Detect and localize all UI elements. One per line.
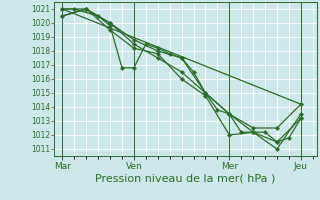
X-axis label: Pression niveau de la mer( hPa ): Pression niveau de la mer( hPa ) [95, 173, 276, 183]
